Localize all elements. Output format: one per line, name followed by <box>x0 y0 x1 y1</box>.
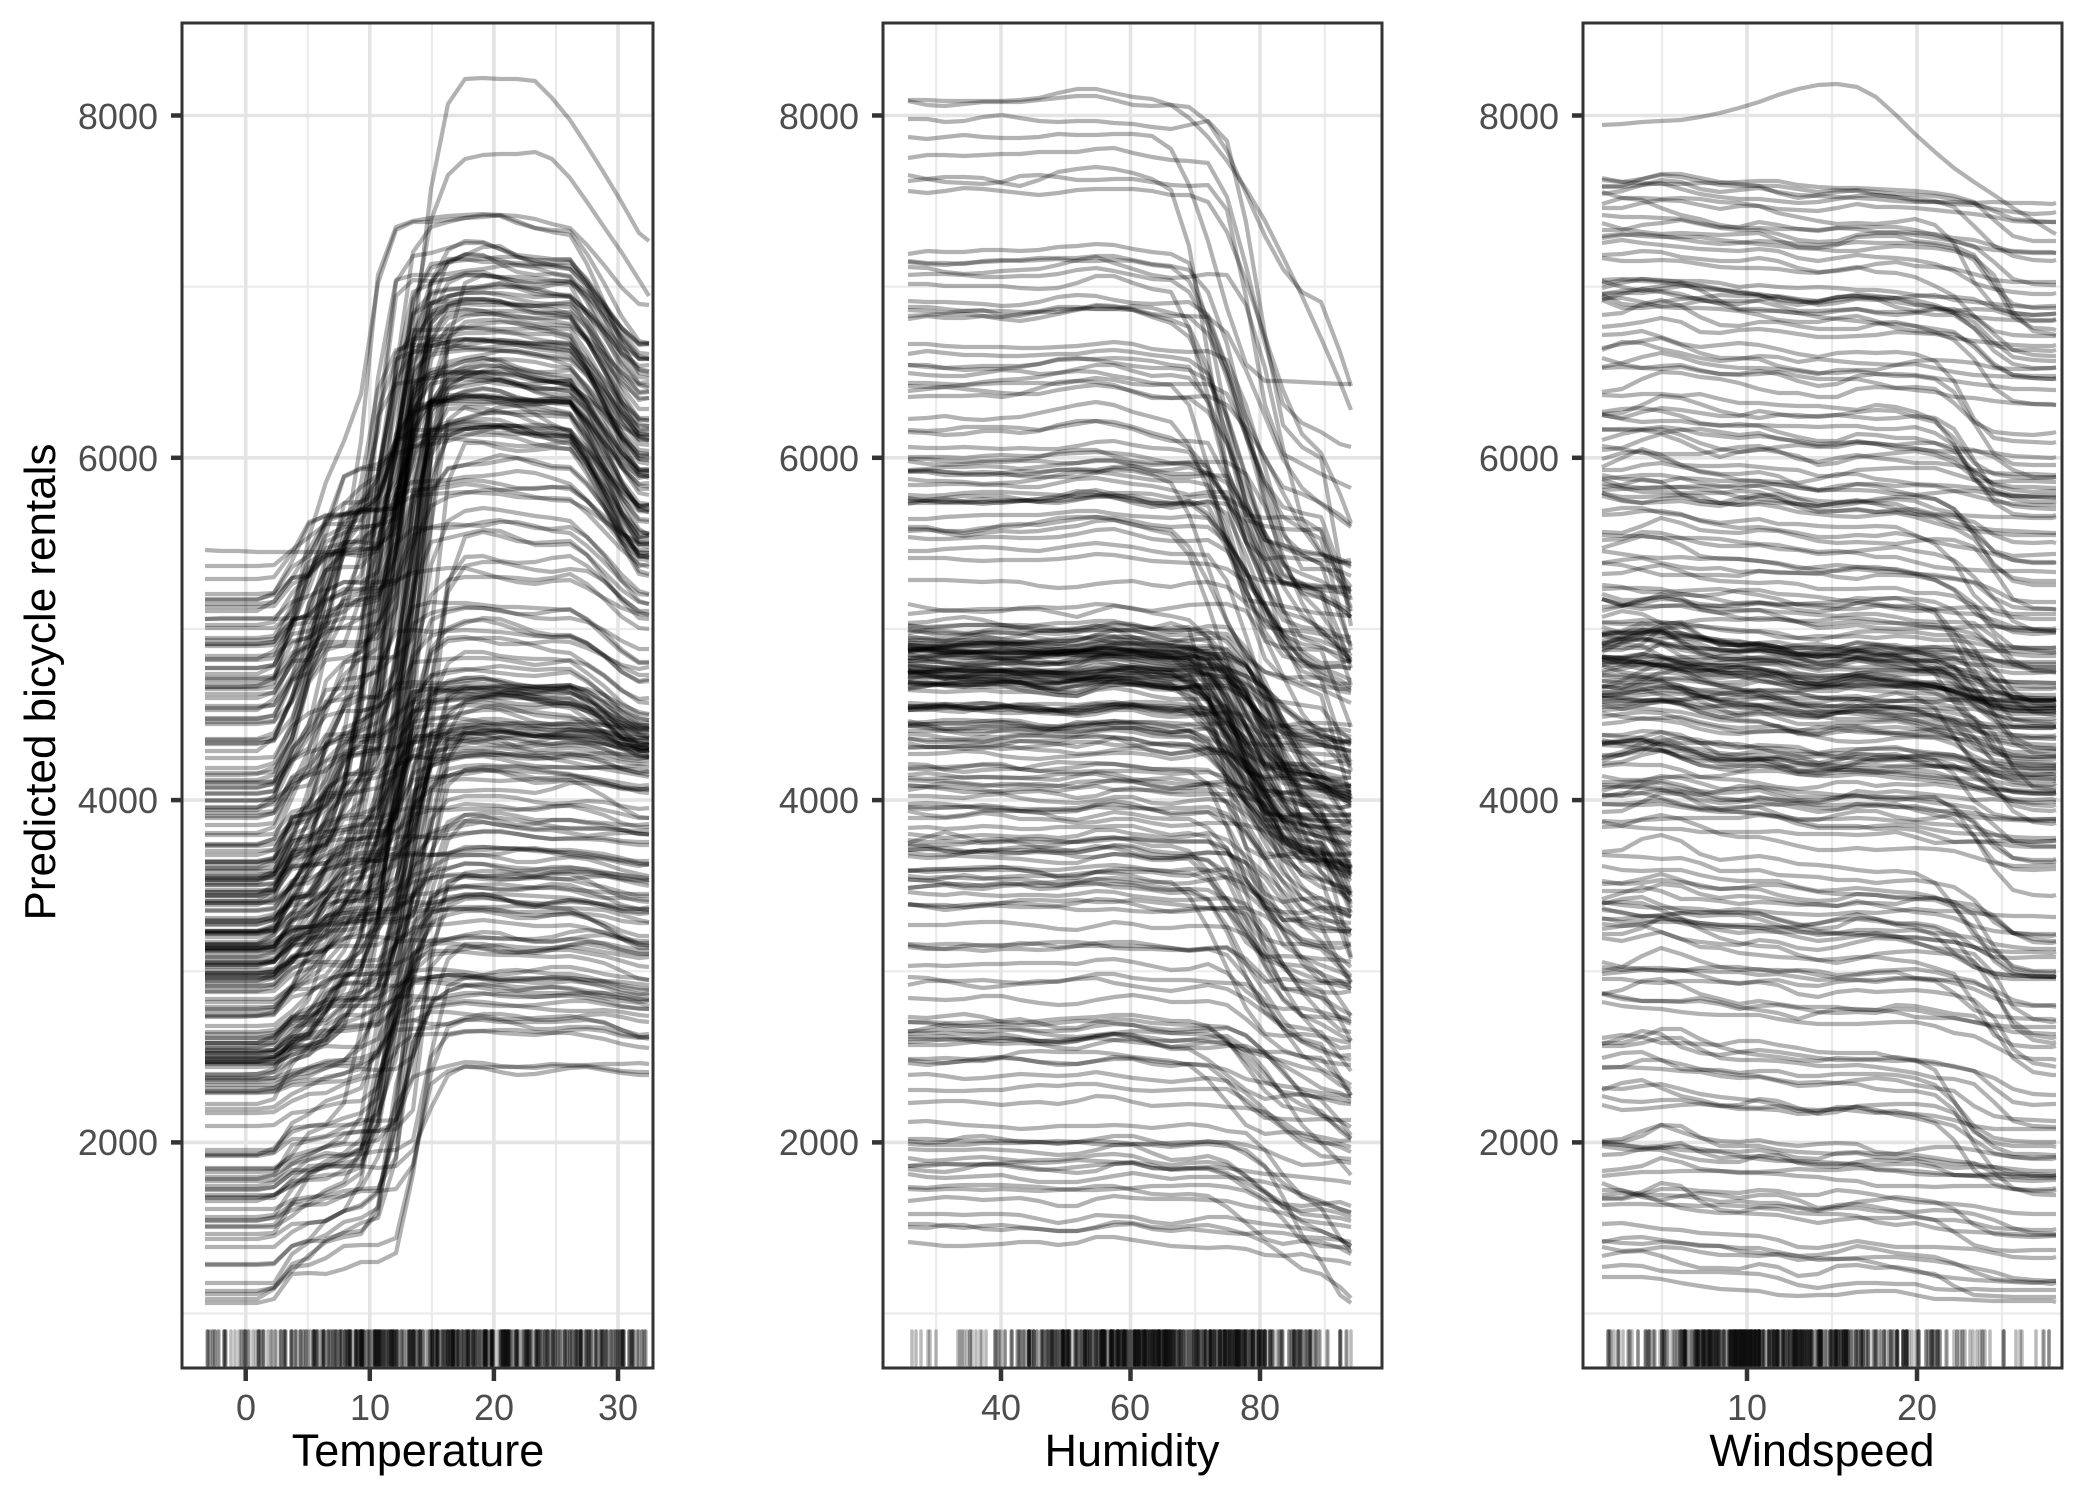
svg-text:2000: 2000 <box>779 1122 859 1163</box>
svg-text:8000: 8000 <box>78 96 158 137</box>
svg-text:Predicted bicycle rentals: Predicted bicycle rentals <box>16 444 65 921</box>
svg-text:80: 80 <box>1240 1387 1280 1428</box>
svg-text:4000: 4000 <box>78 780 158 821</box>
svg-text:6000: 6000 <box>779 438 859 479</box>
svg-text:8000: 8000 <box>1479 96 1559 137</box>
svg-text:Temperature: Temperature <box>292 1425 545 1476</box>
svg-text:10: 10 <box>350 1387 390 1428</box>
svg-text:6000: 6000 <box>1479 438 1559 479</box>
svg-text:20: 20 <box>1897 1387 1937 1428</box>
svg-text:6000: 6000 <box>78 438 158 479</box>
svg-text:4000: 4000 <box>1479 780 1559 821</box>
svg-text:20: 20 <box>474 1387 514 1428</box>
svg-text:8000: 8000 <box>779 96 859 137</box>
svg-text:2000: 2000 <box>1479 1122 1559 1163</box>
svg-text:2000: 2000 <box>78 1122 158 1163</box>
svg-text:4000: 4000 <box>779 780 859 821</box>
svg-text:0: 0 <box>236 1387 256 1428</box>
svg-text:40: 40 <box>981 1387 1021 1428</box>
svg-text:Humidity: Humidity <box>1044 1425 1220 1476</box>
svg-text:60: 60 <box>1110 1387 1150 1428</box>
svg-text:10: 10 <box>1727 1387 1767 1428</box>
svg-text:Windspeed: Windspeed <box>1709 1425 1934 1476</box>
svg-text:30: 30 <box>598 1387 638 1428</box>
